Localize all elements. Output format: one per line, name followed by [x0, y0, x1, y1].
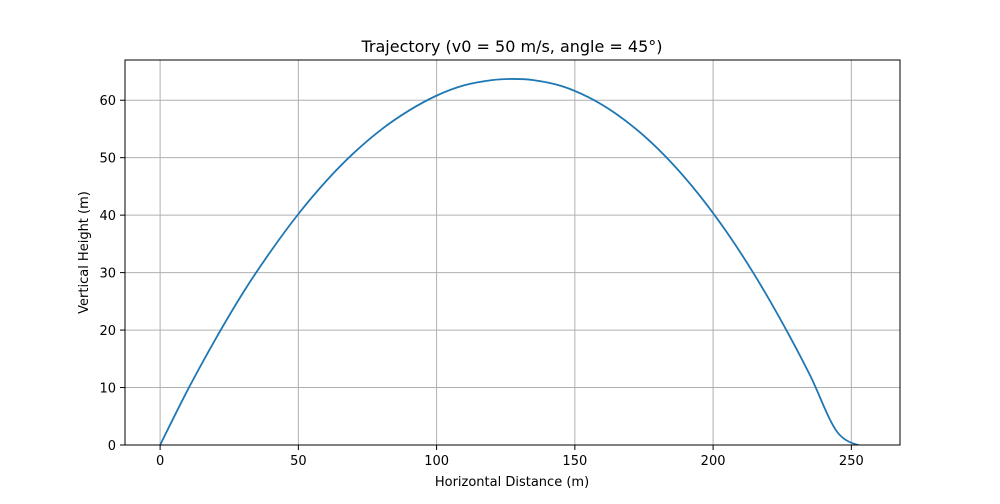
x-tick-label: 100	[424, 454, 449, 469]
y-tick-label: 20	[99, 324, 116, 339]
x-tick-label: 200	[701, 454, 726, 469]
series-layer	[159, 78, 862, 445]
y-tick-label: 40	[99, 209, 116, 224]
y-tick-label: 50	[99, 152, 116, 167]
y-tick-label: 60	[99, 94, 116, 109]
ticks-layer: 0 50 100 150 200 250 0 10 20 30 40 50 60	[99, 94, 863, 469]
grid-layer	[125, 60, 900, 446]
x-tick-label: 150	[562, 454, 587, 469]
y-tick-label: 0	[108, 439, 116, 454]
y-axis-label: Vertical Height (m)	[77, 191, 92, 314]
x-tick-label: 0	[156, 454, 164, 469]
x-axis-label: Horizontal Distance (m)	[435, 475, 589, 490]
chart-title: Trajectory (v0 = 50 m/s, angle = 45°)	[360, 37, 662, 56]
y-tick-label: 10	[99, 382, 116, 397]
x-tick-label: 50	[290, 454, 307, 469]
y-tick-label: 30	[99, 267, 116, 282]
trajectory-line	[159, 78, 862, 445]
plot-frame	[124, 59, 901, 446]
x-tick-label: 250	[839, 454, 864, 469]
